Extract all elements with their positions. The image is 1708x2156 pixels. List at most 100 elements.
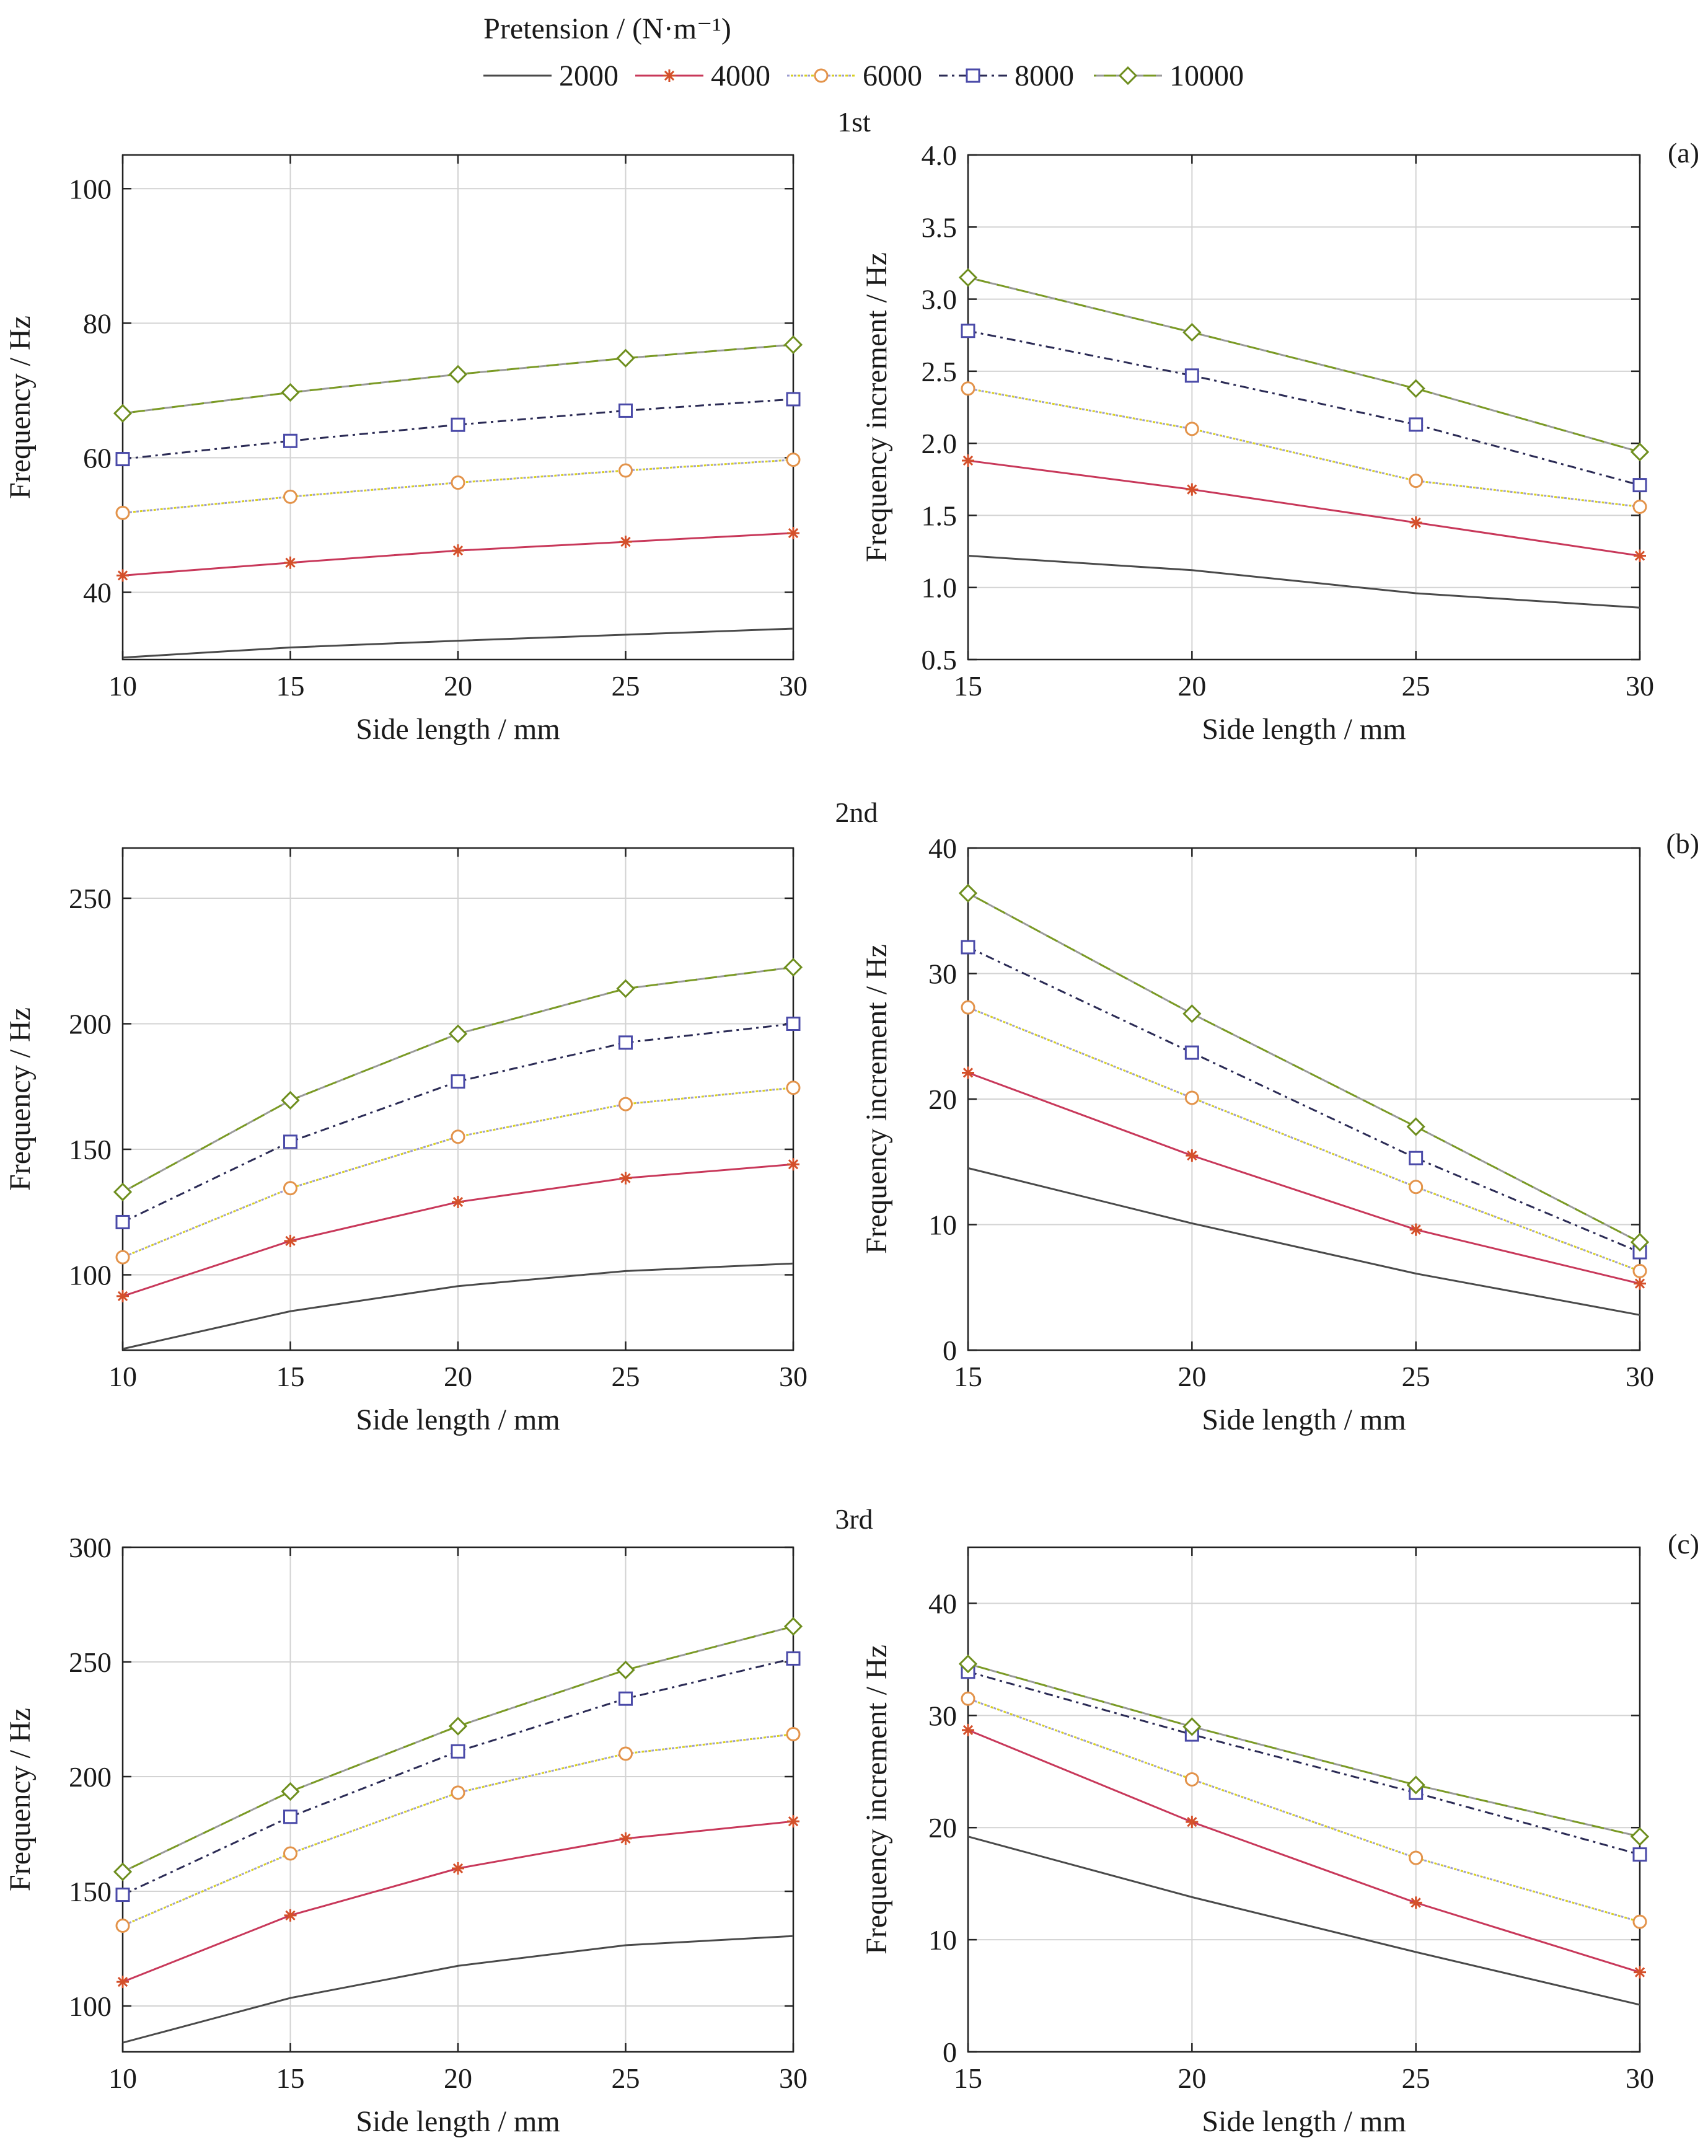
x-tick-label: 10 (108, 2062, 137, 2094)
series-line-accent (967, 1006, 1640, 1272)
y-tick-label: 0.5 (922, 644, 957, 676)
data-point (452, 1862, 464, 1875)
y-tick-label: 10 (928, 1924, 957, 1956)
series-2000 (967, 1167, 1640, 1316)
panel-label-a: (a) (1668, 137, 1699, 169)
data-point (616, 979, 635, 998)
legend-title: Pretension / (N·m⁻¹) (483, 12, 731, 45)
y-tick-label: 250 (69, 883, 112, 914)
series-line (967, 459, 1640, 557)
data-point (115, 1250, 130, 1265)
data-point (1409, 1223, 1422, 1236)
data-point (117, 1976, 129, 1989)
grid (123, 848, 793, 1350)
data-point (117, 1289, 129, 1302)
series-8000 (115, 1651, 801, 1902)
data-point (115, 505, 130, 520)
data-point (618, 1691, 633, 1706)
grid (968, 848, 1640, 1350)
legend-label: 4000 (711, 60, 770, 92)
x-tick-label: 15 (276, 2062, 305, 2094)
data-point (1186, 483, 1199, 496)
data-point (787, 1158, 799, 1171)
data-point (283, 1846, 297, 1861)
series-line (967, 387, 1640, 508)
legend-label: 8000 (1015, 60, 1074, 92)
legend-item-8000: 8000 (939, 60, 1074, 92)
x-tick-label: 25 (612, 2062, 640, 2094)
data-point (284, 1909, 297, 1922)
data-point (451, 475, 465, 490)
data-point (1184, 1045, 1199, 1060)
y-tick-label: 200 (69, 1009, 112, 1040)
x-tick-label: 15 (954, 670, 982, 702)
series-2000 (967, 555, 1640, 609)
data-point (452, 1196, 464, 1209)
y-tick-label: 60 (83, 442, 112, 474)
series-line (967, 1006, 1640, 1272)
x-tick-label: 15 (954, 1361, 982, 1392)
y-tick-label: 0 (943, 1335, 957, 1366)
data-point (962, 1066, 974, 1079)
y-tick-label: 3.0 (922, 284, 957, 316)
data-point (783, 1617, 803, 1636)
y-tick-label: 3.5 (922, 211, 957, 243)
data-point (1409, 1151, 1424, 1165)
x-tick-label: 25 (1402, 1361, 1430, 1392)
data-point (958, 1655, 978, 1674)
data-point (1409, 1180, 1424, 1195)
series-line (122, 966, 794, 1193)
series-2000 (122, 1935, 794, 2044)
data-point (281, 383, 300, 402)
y-axis-title: Frequency increment / Hz (860, 944, 893, 1254)
data-point (619, 1172, 632, 1185)
series-line-accent (967, 892, 1640, 1244)
data-point (961, 324, 975, 338)
data-point (115, 1214, 130, 1229)
data-point (616, 348, 635, 368)
data-point (1184, 368, 1199, 383)
x-tick-label: 25 (1402, 2062, 1430, 2094)
series-line (122, 1935, 794, 2044)
series-4000 (962, 1723, 1646, 1979)
y-tick-label: 0 (943, 2036, 957, 2068)
data-point (452, 544, 464, 557)
data-point (451, 417, 465, 432)
data-point (1634, 1277, 1646, 1290)
data-point (962, 454, 974, 467)
y-tick-label: 2.0 (922, 428, 957, 459)
series-line (967, 1167, 1640, 1316)
data-point (1630, 1827, 1650, 1846)
data-point (1184, 1772, 1199, 1787)
series-line (967, 892, 1640, 1244)
data-point (284, 556, 297, 569)
data-point (117, 569, 129, 582)
x-tick-label: 20 (444, 2062, 472, 2094)
x-tick-label: 30 (1626, 2062, 1654, 2094)
data-point (448, 1024, 468, 1043)
series-10000 (113, 1617, 803, 1881)
x-axis-title: Side length / mm (356, 713, 560, 746)
data-point (1634, 549, 1646, 562)
data-point (1634, 1966, 1646, 1979)
x-tick-label: 30 (779, 1361, 808, 1392)
data-point (1182, 1717, 1202, 1736)
data-point (448, 364, 468, 384)
legend-item-4000: 4000 (635, 60, 770, 92)
y-tick-label: 100 (69, 173, 112, 205)
x-tick-label: 25 (1402, 670, 1430, 702)
series-8000 (115, 1017, 801, 1229)
data-point (113, 1862, 133, 1881)
series-line (967, 1836, 1640, 2006)
series-line-accent (967, 387, 1640, 508)
data-point (1632, 1914, 1647, 1929)
data-point (1409, 417, 1424, 432)
legend-item-6000: 6000 (787, 60, 922, 92)
y-tick-label: 20 (928, 1084, 957, 1115)
data-point (783, 958, 803, 977)
data-point (787, 526, 799, 539)
data-point (1182, 322, 1202, 342)
x-axis-title: Side length / mm (356, 1403, 560, 1436)
data-point (1632, 1847, 1647, 1862)
